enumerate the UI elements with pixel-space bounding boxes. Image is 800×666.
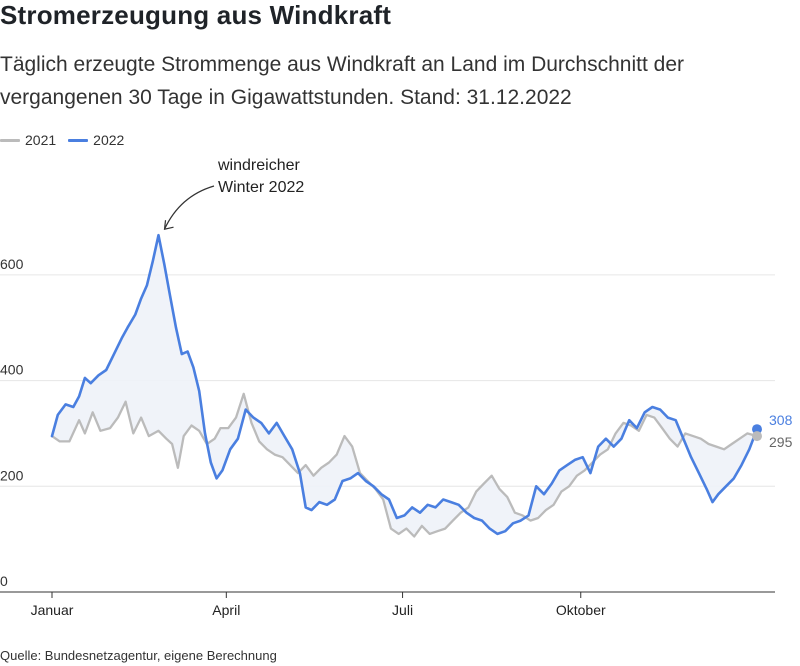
end-dot-2021	[752, 431, 762, 442]
annotation-line-2: Winter 2022	[218, 179, 305, 196]
legend-swatch-2022	[68, 138, 89, 142]
legend-label-2022: 2022	[93, 132, 125, 148]
y-tick-label-200: 200	[0, 467, 24, 483]
x-tick-label-oktober: Oktober	[556, 602, 606, 618]
difference-band	[52, 235, 757, 537]
x-tick-label-januar: Januar	[31, 602, 74, 618]
annotation-text: windreicher Winter 2022	[218, 155, 304, 199]
end-dot-2022	[752, 424, 762, 435]
series-line-2021	[50, 392, 759, 538]
legend: 2021 2022	[0, 132, 136, 148]
chart-subtitle: Täglich erzeugte Strommenge aus Windkraf…	[0, 53, 684, 109]
series-line-2022	[50, 233, 759, 536]
legend-item-2021[interactable]: 2021	[0, 132, 56, 148]
x-tick-label-april: April	[212, 602, 240, 618]
y-tick-label-0: 0	[0, 573, 8, 589]
y-tick-label-600: 600	[0, 256, 24, 272]
annotation-line-1: windreicher	[218, 157, 300, 174]
chart-title: Stromerzeugung aus Windkraft	[0, 0, 392, 30]
annotation-arrow-line	[163, 185, 215, 230]
source-note: Quelle: Bundesnetzagentur, eigene Berech…	[0, 648, 277, 663]
x-tick-label-juli: Juli	[392, 602, 413, 618]
legend-label-2021: 2021	[25, 132, 57, 148]
annotation-arrow-head	[163, 220, 174, 230]
y-tick-label-400: 400	[0, 362, 24, 378]
line-chart: 0 200 400 600 Januar April Juli Oktober 308 295	[0, 185, 793, 618]
legend-item-2022[interactable]: 2022	[68, 132, 124, 148]
legend-swatch-2021	[0, 138, 20, 142]
end-label-2021: 295	[769, 434, 793, 450]
end-label-2022: 308	[769, 412, 793, 428]
